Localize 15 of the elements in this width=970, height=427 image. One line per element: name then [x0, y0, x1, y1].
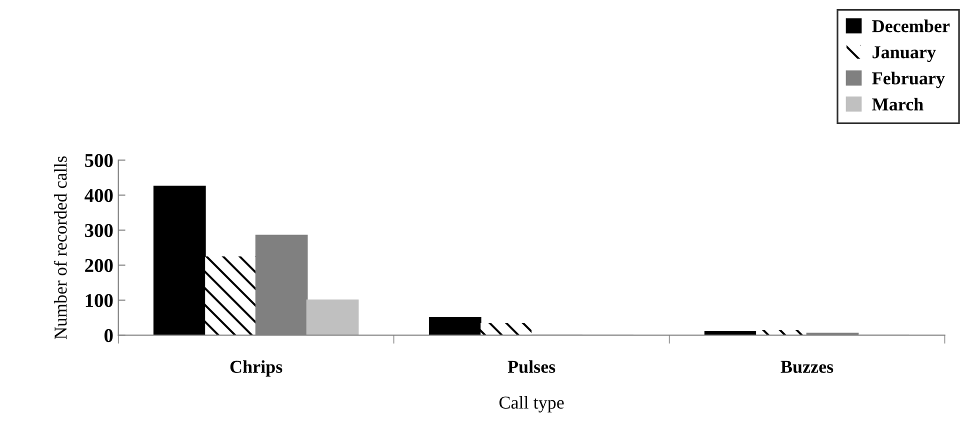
y-tick-label: 100 — [86, 294, 113, 308]
y-tick-label: 200 — [85, 258, 113, 272]
y-axis-title: Number of recorded calls — [54, 156, 67, 340]
y-tick-label: 0 — [104, 329, 113, 342]
x-tick-label: Pulses — [508, 360, 556, 373]
x-tick-label: Chrips — [230, 360, 282, 377]
y-tick-label: 400 — [84, 188, 113, 202]
legend-label: February — [872, 72, 945, 88]
y-tick-label: 500 — [85, 154, 113, 168]
y-tick-label: 300 — [85, 224, 113, 238]
legend-label: December — [872, 20, 950, 32]
x-axis-title: Call type — [499, 396, 564, 412]
legend-label: March — [872, 98, 924, 111]
x-tick-label: Buzzes — [780, 360, 834, 373]
legend-label: January — [872, 46, 936, 62]
